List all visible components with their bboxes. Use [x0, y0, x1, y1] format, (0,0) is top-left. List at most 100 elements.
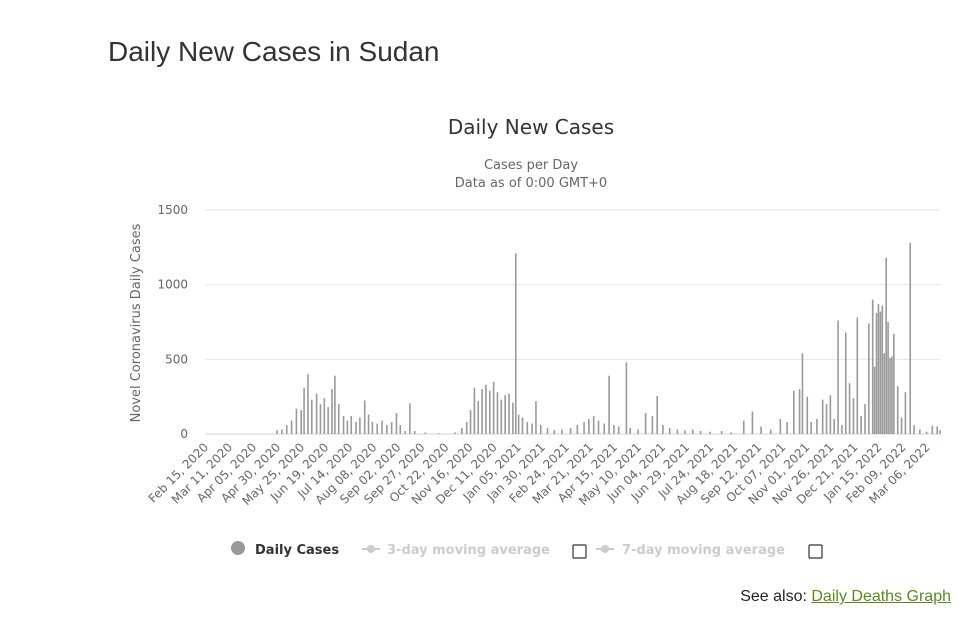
bar — [592, 416, 595, 434]
bar — [625, 362, 628, 434]
bar — [526, 422, 529, 434]
bar — [346, 420, 349, 434]
bar — [395, 413, 398, 434]
legend-item-daily-cases[interactable]: Daily Cases — [231, 541, 339, 558]
bar — [793, 390, 795, 434]
legend-label-7-day: 7-day moving average — [622, 543, 785, 558]
bar — [873, 366, 876, 434]
bar — [539, 425, 542, 434]
bar — [936, 426, 938, 434]
bar — [786, 422, 788, 434]
bar — [315, 393, 318, 434]
bar — [751, 411, 754, 434]
bar — [381, 420, 383, 434]
bar — [399, 425, 402, 434]
bar — [359, 417, 361, 434]
bar — [833, 419, 836, 434]
bar — [303, 387, 305, 434]
bar — [355, 422, 357, 434]
bar — [893, 333, 895, 434]
bar — [868, 323, 870, 434]
bar — [856, 317, 859, 434]
bar — [841, 425, 843, 434]
bar — [531, 423, 533, 434]
bar — [871, 299, 874, 434]
legend-item-3-day-average[interactable]: 3-day moving average — [362, 543, 550, 558]
chart-title: Daily New Cases — [448, 115, 614, 139]
bar — [806, 396, 809, 434]
y-tick-label: 0 — [180, 427, 188, 441]
bar — [684, 430, 686, 434]
bar — [769, 429, 772, 434]
bar — [883, 353, 886, 434]
y-axis-ticks: 0 500 1000 1500 — [157, 203, 188, 441]
bar — [295, 408, 298, 434]
bar — [676, 429, 679, 434]
bar — [327, 407, 329, 434]
bar — [424, 432, 427, 434]
bar — [508, 393, 510, 434]
bars-group — [276, 242, 941, 434]
bar — [844, 332, 847, 434]
bar — [603, 423, 606, 434]
bar — [576, 425, 579, 434]
legend-marker-daily-cases — [231, 541, 245, 555]
bar — [801, 353, 804, 434]
chart-subtitle-line-1: Cases per Day — [484, 158, 578, 173]
bar — [852, 398, 855, 434]
legend-item-7-day-average[interactable]: 7-day moving average — [596, 543, 785, 558]
bar — [798, 389, 801, 434]
bar — [919, 429, 921, 434]
bar — [363, 400, 366, 434]
legend-checkbox-7-day[interactable] — [808, 544, 823, 559]
legend: Daily Cases 3-day moving average 7-day m… — [231, 541, 823, 559]
bar — [875, 313, 878, 434]
bar — [337, 404, 340, 434]
bar — [879, 311, 882, 434]
bar — [569, 428, 572, 434]
bar — [877, 304, 880, 434]
bar — [404, 431, 406, 434]
bar — [821, 399, 824, 434]
page-title: Daily New Cases in Sudan — [108, 36, 440, 67]
bar — [760, 426, 762, 434]
legend-checkbox-3-day[interactable] — [572, 544, 587, 559]
bar — [323, 398, 326, 434]
bar — [837, 320, 839, 434]
bar — [485, 384, 487, 434]
bar — [720, 431, 723, 434]
bar — [331, 389, 333, 434]
daily-deaths-graph-link[interactable]: Daily Deaths Graph — [811, 588, 951, 605]
bar — [829, 395, 832, 434]
legend-marker-7-day — [601, 545, 609, 553]
bar — [310, 399, 313, 434]
bar — [371, 422, 374, 434]
bar — [931, 425, 934, 434]
bar — [900, 417, 903, 434]
bar — [742, 420, 745, 434]
bar — [517, 414, 520, 434]
bar — [925, 431, 928, 434]
bar — [290, 420, 293, 434]
bar — [276, 430, 278, 434]
bar — [583, 422, 585, 434]
bar — [608, 375, 610, 434]
bar — [300, 410, 303, 434]
bar — [617, 426, 620, 434]
y-tick-label: 1000 — [157, 278, 188, 292]
bar — [668, 428, 671, 434]
bar — [535, 401, 537, 434]
bar — [637, 429, 639, 434]
bar — [546, 428, 549, 434]
bar — [691, 429, 694, 434]
chart-subtitle-line-2: Data as of 0:00 GMT+0 — [455, 176, 607, 191]
bar — [662, 425, 664, 434]
bar — [588, 419, 590, 434]
bar — [334, 375, 336, 434]
bar — [481, 389, 483, 434]
bar — [909, 242, 912, 434]
bar — [521, 417, 524, 434]
bar — [896, 386, 899, 434]
bar — [437, 433, 440, 434]
